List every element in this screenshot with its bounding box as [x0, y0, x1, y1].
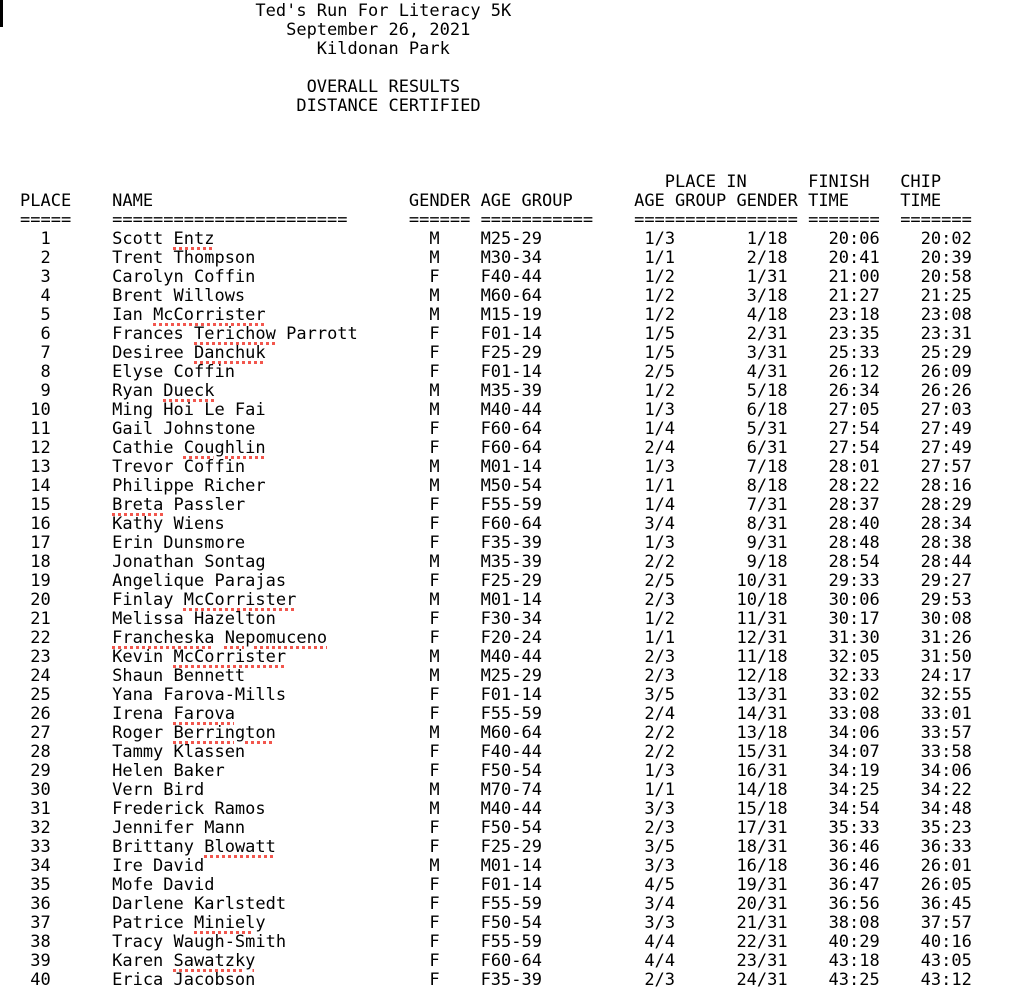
table-row: 7 Desiree Danchuk F F25-29 1/5 3/31 25:3…: [20, 343, 972, 363]
table-row: 10 Ming Hoi Le Fai M M40-44 1/3 6/18 27:…: [20, 400, 972, 420]
table-row: 12 Cathie Coughlin F F60-64 2/4 6/31 27:…: [20, 438, 972, 458]
table-row: 39 Karen Sawatzky F F60-64 4/4 23/31 43:…: [20, 951, 972, 971]
title-line: Ted's Run For Literacy 5K: [20, 1, 512, 21]
misspelled-word: McCorrister: [183, 590, 297, 610]
table-row: 35 Mofe David F F01-14 4/5 19/31 36:47 2…: [20, 875, 972, 895]
table-row: 22 Francheska Nepomuceno F F20-24 1/1 12…: [20, 628, 972, 648]
misspelled-word: Entz: [173, 229, 215, 249]
table-row: 5 Ian McCorrister M M15-19 1/2 4/18 23:1…: [20, 305, 972, 325]
table-row: 25 Yana Farova-Mills F F01-14 3/5 13/31 …: [20, 685, 972, 705]
table-row: 20 Finlay McCorrister M M01-14 2/3 10/18…: [20, 590, 972, 610]
table-row: 31 Frederick Ramos M M40-44 3/3 15/18 34…: [20, 799, 972, 819]
table-row: 16 Kathy Wiens F F60-64 3/4 8/31 28:40 2…: [20, 514, 972, 534]
table-row: 9 Ryan Dueck M M35-39 1/2 5/18 26:34 26:…: [20, 381, 972, 401]
misspelled-word: Danchuk: [194, 343, 266, 363]
table-row: 36 Darlene Karlstedt F F55-59 3/4 20/31 …: [20, 894, 972, 914]
misspelled-word: Dueck: [163, 381, 215, 401]
table-row: 23 Kevin McCorrister M M40-44 2/3 11/18 …: [20, 647, 972, 667]
table-row: 26 Irena Farova F F55-59 2/4 14/31 33:08…: [20, 704, 972, 724]
misspelled-word: Miniely: [194, 913, 266, 933]
table-row: 15 Breta Passler F F55-59 1/4 7/31 28:37…: [20, 495, 972, 515]
table-row: 8 Elyse Coffin F F01-14 2/5 4/31 26:12 2…: [20, 362, 972, 382]
table-header-line-2: PLACE NAME GENDER AGE GROUP AGE GROUP GE…: [20, 191, 942, 211]
table-row: 6 Frances Terichow Parrott F F01-14 1/5 …: [20, 324, 972, 344]
table-row: 2 Trent Thompson M M30-34 1/1 2/18 20:41…: [20, 248, 972, 268]
misspelled-word: Farova: [173, 704, 235, 724]
table-row: 14 Philippe Richer M M50-54 1/1 8/18 28:…: [20, 476, 972, 496]
table-row: 3 Carolyn Coffin F F40-44 1/2 1/31 21:00…: [20, 267, 972, 287]
table-row: 28 Tammy Klassen F F40-44 2/2 15/31 34:0…: [20, 742, 972, 762]
table-row: 29 Helen Baker F F50-54 1/3 16/31 34:19 …: [20, 761, 972, 781]
table-row: 33 Brittany Blowatt F F25-29 3/5 18/31 3…: [20, 837, 972, 857]
misspelled-word: Nepomuceno: [224, 628, 328, 648]
misspelled-word: Sawatzky: [173, 951, 256, 971]
title-line: DISTANCE CERTIFIED: [20, 96, 481, 116]
misspelled-word: Francheska: [112, 628, 215, 648]
table-row: 1 Scott Entz M M25-29 1/3 1/18 20:06 20:…: [20, 229, 972, 249]
table-row: 32 Jennifer Mann F F50-54 2/3 17/31 35:3…: [20, 818, 972, 838]
table-row: 37 Patrice Miniely F F50-54 3/3 21/31 38…: [20, 913, 972, 933]
table-row: 17 Erin Dunsmore F F35-39 1/3 9/31 28:48…: [20, 533, 972, 553]
misspelled-word: McCorrister: [153, 305, 266, 325]
table-row: 40 Erica Jacobson F F35-39 2/3 24/31 43:…: [20, 970, 972, 990]
misspelled-word: McCorrister: [173, 647, 287, 667]
table-row: 30 Vern Bird M M70-74 1/1 14/18 34:25 34…: [20, 780, 972, 800]
text-cursor: [0, 0, 3, 27]
table-row: 18 Jonathan Sontag M M35-39 2/2 9/18 28:…: [20, 552, 972, 572]
table-separator-line: ===== ======================= ====== ===…: [20, 210, 972, 230]
title-line: September 26, 2021: [20, 20, 471, 40]
title-line: Kildonan Park: [20, 39, 450, 59]
misspelled-word: Breta: [112, 495, 164, 515]
table-row: 21 Melissa Hazelton F F30-34 1/2 11/31 3…: [20, 609, 972, 629]
table-row: 27 Roger Berrington M M60-64 2/2 13/18 3…: [20, 723, 972, 743]
table-row: 19 Angelique Parajas F F25-29 2/5 10/31 …: [20, 571, 972, 591]
blank-line: [20, 59, 1024, 78]
blank-line: [20, 135, 1024, 154]
misspelled-word: Terichow: [194, 324, 276, 344]
misspelled-word: Blowatt: [204, 837, 276, 857]
table-row: 34 Ire David M M01-14 3/3 16/18 36:46 26…: [20, 856, 972, 876]
title-line: OVERALL RESULTS: [20, 77, 461, 97]
table-row: 4 Brent Willows M M60-64 1/2 3/18 21:27 …: [20, 286, 972, 306]
table-row: 13 Trevor Coffin M M01-14 1/3 7/18 28:01…: [20, 457, 972, 477]
table-row: 38 Tracy Waugh-Smith F F55-59 4/4 22/31 …: [20, 932, 972, 952]
misspelled-word: Coughlin: [183, 438, 266, 458]
table-header-line-1: PLACE IN FINISH CHIP: [20, 172, 942, 192]
table-row: 11 Gail Johnstone F F60-64 1/4 5/31 27:5…: [20, 419, 972, 439]
misspelled-word: Berrington: [173, 723, 276, 743]
blank-line: [20, 154, 1024, 173]
blank-line: [20, 116, 1024, 135]
table-row: 24 Shaun Bennett M M25-29 2/3 12/18 32:3…: [20, 666, 972, 686]
